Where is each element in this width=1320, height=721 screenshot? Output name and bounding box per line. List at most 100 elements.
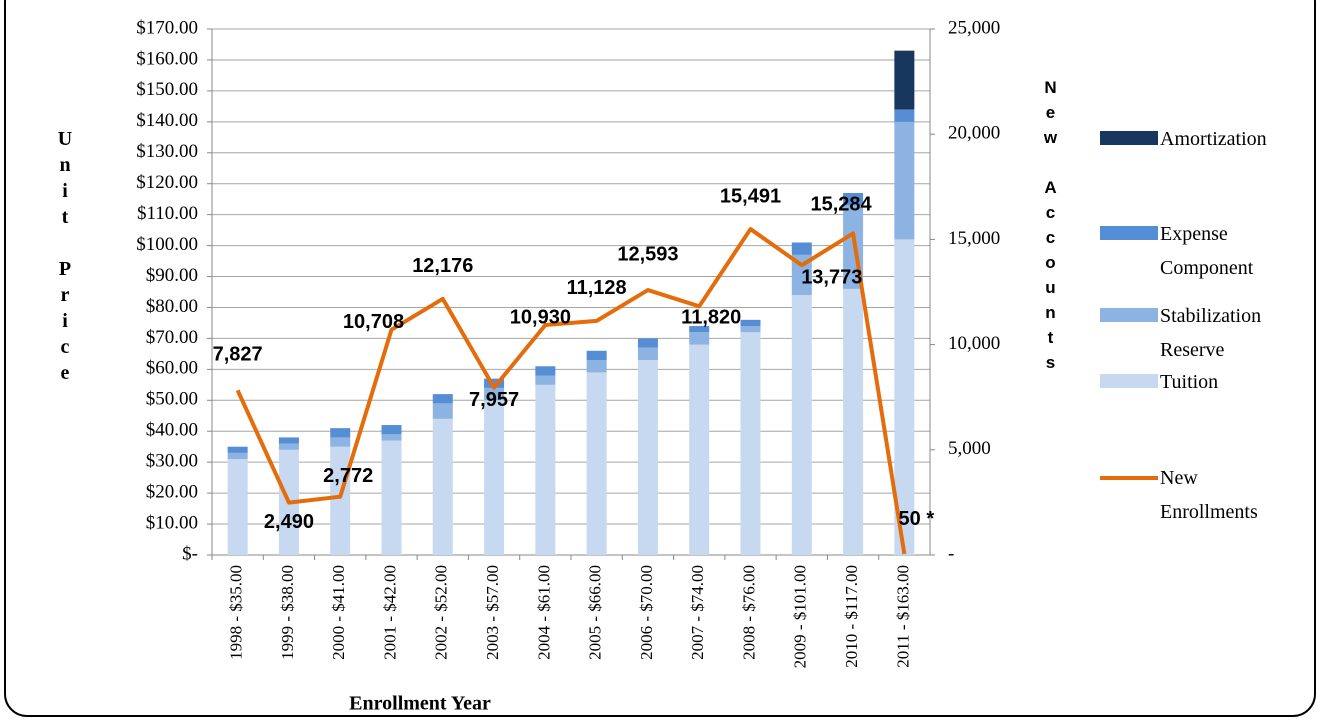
- y2-tick-label: -: [948, 543, 954, 564]
- x-tick-label: 2008 - $76.00: [739, 565, 758, 660]
- data-label: 15,491: [720, 185, 781, 207]
- data-label: 10,930: [510, 306, 571, 328]
- x-tick-label: 2005 - $66.00: [586, 565, 605, 660]
- x-tick-label: 2002 - $52.00: [432, 565, 451, 660]
- y-tick-label: $150.00: [136, 79, 198, 100]
- x-tick-label: 2003 - $57.00: [483, 565, 502, 660]
- legend-swatch: [1100, 308, 1158, 322]
- y-tick-label: $80.00: [146, 296, 198, 317]
- y2-axis-title: New Accounts: [1041, 78, 1060, 378]
- x-tick-label: 2006 - $70.00: [637, 565, 656, 660]
- bar-segment: [894, 50, 915, 110]
- bar-segment: [278, 437, 299, 444]
- bar-segment: [843, 288, 864, 555]
- y-tick-label: $50.00: [146, 389, 198, 410]
- data-label: 2,490: [264, 511, 314, 533]
- data-label: 10,708: [343, 311, 404, 333]
- data-label: 11,128: [567, 277, 627, 299]
- legend-swatch: [1100, 374, 1158, 388]
- bar-segment: [740, 332, 761, 555]
- x-tick-label: 2004 - $61.00: [534, 565, 553, 660]
- y-tick-label: $40.00: [146, 420, 198, 441]
- bar-segment: [894, 121, 915, 240]
- legend-swatch: [1100, 131, 1158, 145]
- data-label: 12,176: [412, 255, 473, 277]
- bar-segment: [484, 378, 505, 388]
- bar-segment: [432, 403, 453, 419]
- y2-tick-label: 10,000: [948, 333, 1000, 354]
- bar-segment: [278, 443, 299, 450]
- x-tick-label: 1998 - $35.00: [227, 565, 246, 660]
- x-tick-label: 2001 - $42.00: [380, 565, 399, 660]
- legend-label: Tuition: [1160, 371, 1219, 393]
- bar-segment: [330, 437, 351, 447]
- bar-segment: [381, 440, 402, 555]
- bar-segment: [586, 372, 607, 555]
- y-tick-label: $170.00: [136, 17, 198, 38]
- y-tick-label: $60.00: [146, 358, 198, 379]
- bar-segment: [689, 344, 710, 555]
- y-tick-label: $140.00: [136, 110, 198, 131]
- bar-segment: [330, 428, 351, 438]
- bar-segment: [637, 360, 658, 555]
- bar-segment: [637, 338, 658, 348]
- y-tick-label: $110.00: [137, 203, 198, 224]
- y-tick-label: $160.00: [136, 48, 198, 69]
- chart-border: [4, 0, 1316, 717]
- legend-swatch: [1100, 226, 1158, 240]
- bar-segment: [894, 109, 915, 122]
- y-tick-label: $20.00: [146, 481, 198, 502]
- bar-segment: [586, 350, 607, 361]
- y2-tick-label: 25,000: [948, 17, 1000, 38]
- y-tick-label: $120.00: [136, 172, 198, 193]
- y-tick-label: $70.00: [146, 327, 198, 348]
- data-label: 11,820: [681, 307, 741, 329]
- x-axis-title: Enrollment Year: [349, 693, 491, 715]
- bar-segment: [484, 400, 505, 555]
- bar-segment: [330, 446, 351, 555]
- bar-segment: [843, 192, 864, 206]
- bar-segment: [586, 360, 607, 373]
- y-tick-label: $10.00: [146, 512, 198, 533]
- data-label: 50 *: [899, 508, 935, 530]
- bar-segment: [227, 459, 248, 555]
- bar-segment: [689, 326, 710, 333]
- bar-segment: [791, 242, 812, 255]
- x-tick-label: 2007 - $74.00: [688, 565, 707, 660]
- y-tick-label: $100.00: [136, 234, 198, 255]
- data-label: 12,593: [617, 243, 678, 265]
- y2-tick-label: 20,000: [948, 123, 1000, 144]
- data-label: 13,773: [801, 266, 862, 288]
- legend-label: Stabilization Reserve: [1160, 305, 1262, 361]
- bar-segment: [432, 418, 453, 555]
- bar-segment: [689, 332, 710, 345]
- bar-segment: [432, 394, 453, 404]
- x-tick-label: 2010 - $117.00: [842, 565, 861, 668]
- bar-segment: [791, 254, 812, 296]
- bar-segment: [227, 452, 248, 460]
- x-tick-label: 1999 - $38.00: [278, 565, 297, 660]
- data-label: 15,284: [810, 194, 872, 216]
- data-label: 7,957: [469, 389, 519, 411]
- y2-tick-label: 15,000: [948, 228, 1000, 249]
- legend-label: Expense Component: [1160, 223, 1254, 279]
- bar-segment: [791, 295, 812, 555]
- bar-segment: [484, 387, 505, 401]
- legend-label: Amortization: [1160, 128, 1267, 150]
- y-tick-label: $30.00: [146, 451, 198, 472]
- legend-label: New Enrollments: [1160, 467, 1258, 523]
- x-tick-label: 2000 - $41.00: [329, 565, 348, 660]
- y-tick-label: $-: [182, 543, 198, 564]
- data-label: 7,827: [213, 344, 263, 366]
- bar-segment: [535, 384, 556, 555]
- y2-tick-label: 5,000: [948, 438, 991, 459]
- y-tick-label: $130.00: [136, 141, 198, 162]
- bar-segment: [740, 326, 761, 333]
- bar-segment: [227, 446, 248, 453]
- bar-segment: [381, 434, 402, 441]
- bar-segment: [637, 347, 658, 361]
- bar-segment: [535, 366, 556, 376]
- bar-segment: [535, 375, 556, 385]
